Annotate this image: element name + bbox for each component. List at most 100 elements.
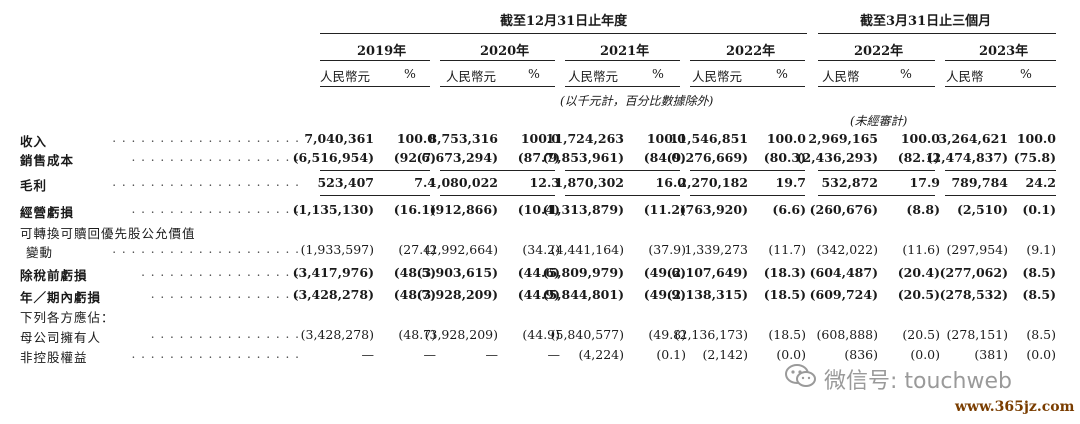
cell-value: (8.5): [1026, 327, 1056, 342]
year-rule: [945, 60, 1056, 61]
row-label: 變動: [26, 245, 54, 260]
cell-value: (6.6): [772, 202, 806, 217]
cell-value: (84.0): [643, 150, 686, 165]
cell-value: 789,784: [951, 175, 1008, 190]
cell-value: 100.0: [520, 131, 560, 146]
cell-value: 7,040,361: [304, 131, 374, 146]
cell-value: (20.5): [897, 287, 940, 302]
cell-value: (604,487): [809, 265, 878, 280]
cell-value: (49.6): [643, 265, 686, 280]
cell-value: (7,673,294): [416, 150, 498, 165]
cell-value: (260,676): [809, 202, 878, 217]
subtotal-rule: [690, 170, 805, 171]
cell-value: —: [485, 347, 499, 362]
row-leader-dots: . . . . . . . . . . . . . . . . . . . .: [112, 131, 300, 145]
cell-value: 523,407: [317, 175, 374, 190]
cell-value: (37.9): [648, 242, 686, 257]
cell-value: (11.7): [768, 242, 806, 257]
cell-value: (82.1): [897, 150, 940, 165]
cell-value: (0.0): [910, 347, 940, 362]
year-header: 2022年: [726, 44, 776, 59]
cell-value: (10.4): [517, 202, 560, 217]
cell-value: (3,428,278): [300, 327, 374, 342]
year-rule: [690, 60, 805, 61]
cell-value: 532,872: [821, 175, 878, 190]
subtotal-rule: [945, 170, 1056, 171]
cell-value: 2,270,182: [678, 175, 748, 190]
cell-value: (44.9): [522, 327, 560, 342]
cell-value: (27.4): [398, 242, 436, 257]
cell-value: (381): [974, 347, 1008, 362]
row-label: 除稅前虧損: [20, 268, 88, 283]
cell-value: (3,903,615): [416, 265, 498, 280]
year-header: 2020年: [480, 44, 530, 59]
cell-value: 19.7: [775, 175, 806, 190]
cell-value: 17.9: [909, 175, 940, 190]
cell-value: 100.0: [766, 131, 806, 146]
cell-value: 16.0: [655, 175, 686, 190]
row-label: 母公司擁有人: [20, 330, 102, 345]
cell-value: (1,313,879): [542, 202, 624, 217]
cell-value: (0.0): [776, 347, 806, 362]
cell-value: (80.3): [763, 150, 806, 165]
cell-value: 100.0: [396, 131, 436, 146]
cell-value: (18.3): [763, 265, 806, 280]
cell-value: 2,969,165: [808, 131, 878, 146]
column-label: 人民幣元: [446, 69, 497, 84]
row-leader-dots: . . . . . . . . . . . . . . . . . . . .: [112, 242, 300, 256]
cell-value: (4,224): [578, 347, 624, 362]
cell-value: (2,107,649): [666, 265, 748, 280]
cell-value: (2,138,315): [666, 287, 748, 302]
cell-value: 24.2: [1025, 175, 1056, 190]
row-label: 收入: [20, 134, 48, 149]
column-label-rule: [690, 86, 805, 87]
cell-value: (92.6): [393, 150, 436, 165]
subtotal-rule: [440, 170, 555, 171]
cell-value: (1,933,597): [300, 242, 374, 257]
cell-value: (5,840,577): [550, 327, 624, 342]
subtotal-rule: [690, 195, 805, 196]
subtotal-rule: [565, 170, 680, 171]
cell-value: (11.2): [643, 202, 686, 217]
cell-value: (11.6): [902, 242, 940, 257]
cell-value: (342,022): [816, 242, 878, 257]
cell-value: (9,276,669): [666, 150, 748, 165]
year-header: 2021年: [600, 44, 650, 59]
column-label: 人民幣: [822, 69, 860, 84]
year-rule: [818, 60, 935, 61]
column-label: 人民幣: [946, 69, 984, 84]
row-leader-dots: . . . . . . . . . . . . . . . . . .: [131, 202, 300, 216]
cell-value: (0.1): [656, 347, 686, 362]
cell-value: (20.5): [902, 327, 940, 342]
column-label: %: [900, 66, 912, 81]
cell-value: (8.5): [1022, 265, 1056, 280]
group-rule-fiscal: [320, 33, 807, 34]
column-label: 人民幣元: [692, 69, 743, 84]
cell-value: 3,264,621: [938, 131, 1008, 146]
row-leader-dots: . . . . . . . . . . . . . . . . . . . .: [112, 175, 300, 189]
cell-value: 11,724,263: [545, 131, 624, 146]
row-label: 可轉換可贖回優先股公允價值: [20, 226, 196, 241]
cell-value: (3,928,209): [424, 327, 498, 342]
subtotal-rule: [320, 170, 430, 171]
group-header-quarter: 截至3月31日止三個月: [860, 14, 992, 29]
cell-value: (9.1): [1026, 242, 1056, 257]
year-header: 2022年: [854, 44, 904, 59]
cell-value: 8,753,316: [428, 131, 498, 146]
cell-value: (48.7): [398, 327, 436, 342]
row-leader-dots: . . . . . . . . . . . . . . . . .: [141, 265, 300, 279]
column-label-rule: [565, 86, 680, 87]
units-note: (以千元計，百分比數據除外): [560, 94, 714, 108]
cell-value: 12.3: [529, 175, 560, 190]
cell-value: (9,853,961): [542, 150, 624, 165]
cell-value: 1,339,273: [684, 242, 748, 257]
row-leader-dots: . . . . . . . . . . . . . . . . . .: [131, 150, 300, 164]
cell-value: (2,136,173): [674, 327, 748, 342]
cell-value: 100.0: [1016, 131, 1056, 146]
cell-value: (278,532): [939, 287, 1008, 302]
cell-value: 1,080,022: [428, 175, 498, 190]
cell-value: 7.4: [414, 175, 436, 190]
cell-value: (16.1): [393, 202, 436, 217]
row-label: 年／期內虧損: [20, 290, 102, 305]
cell-value: (75.8): [1013, 150, 1056, 165]
